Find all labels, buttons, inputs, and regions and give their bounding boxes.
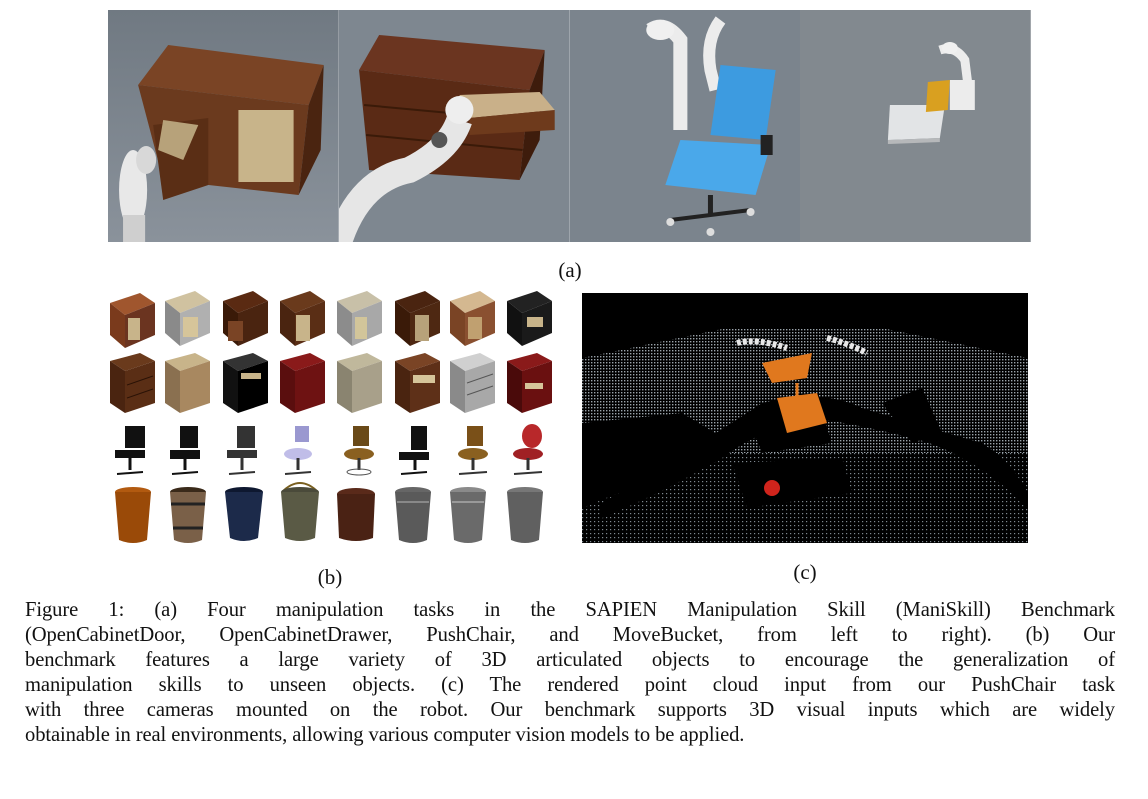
- caption-line: benchmark features a large variety of 3D…: [25, 649, 1115, 671]
- panel-a-label: (a): [558, 258, 582, 282]
- figure-caption: Figure 1: (a) Four manipulation tasks in…: [25, 598, 1115, 748]
- caption-line: manipulation skills to unseen objects. (…: [25, 674, 1115, 696]
- caption-line: obtainable in real environments, allowin…: [25, 724, 745, 746]
- panel-b-label: (b): [317, 565, 343, 589]
- row-buckets: [115, 482, 543, 543]
- panel-b-object-grid: [105, 288, 557, 550]
- panel-a-task-renderings: [108, 10, 1031, 242]
- caption-line: (OpenCabinetDoor, OpenCabinetDrawer, Pus…: [25, 624, 1115, 646]
- row-cabinets-drawer: [110, 353, 552, 413]
- scene-open-cabinet-door: [108, 10, 339, 242]
- panel-c-label: (c): [793, 560, 817, 584]
- scene-push-chair: [569, 10, 801, 242]
- caption-line: with three cameras mounted on the robot.…: [25, 699, 1115, 721]
- scene-open-cabinet-drawer: [338, 10, 570, 242]
- row-cabinets-door: [110, 291, 552, 348]
- caption-line: Figure 1: (a) Four manipulation tasks in…: [25, 599, 1115, 621]
- panel-c-point-cloud: [582, 293, 1028, 543]
- scene-move-bucket: [800, 10, 1031, 242]
- row-chairs: [115, 424, 543, 476]
